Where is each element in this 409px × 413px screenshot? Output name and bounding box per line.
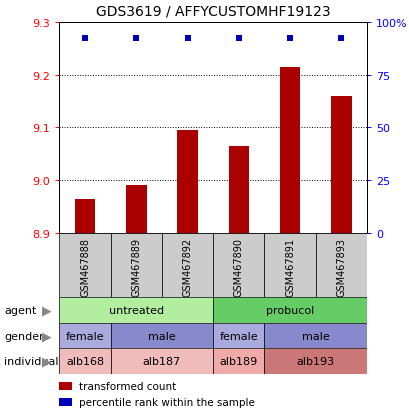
Text: GSM467892: GSM467892 [182,237,192,296]
Text: ▶: ▶ [42,355,52,368]
Bar [264,349,366,374]
Title: GDS3619 / AFFYCUSTOMHF19123: GDS3619 / AFFYCUSTOMHF19123 [96,5,330,19]
Text: alb193: alb193 [296,356,334,366]
Text: alb187: alb187 [142,356,181,366]
Text: GSM467889: GSM467889 [131,237,141,296]
Text: individual: individual [4,356,58,366]
Bar [213,349,264,374]
Bar [213,233,264,297]
Text: alb189: alb189 [219,356,257,366]
Bar [74,199,95,233]
Text: GSM467890: GSM467890 [233,237,243,296]
Bar [59,349,110,374]
Bar [126,186,146,233]
Text: gender: gender [4,331,44,341]
Bar [213,297,366,323]
Bar [330,97,351,233]
Bar [213,323,264,349]
Text: female: female [65,331,104,341]
Bar [162,233,213,297]
Text: agent: agent [4,305,36,315]
Bar [110,349,213,374]
Bar [264,233,315,297]
Bar [59,323,110,349]
Text: untreated: untreated [108,305,164,315]
Text: alb168: alb168 [66,356,104,366]
Text: GSM467891: GSM467891 [284,237,294,296]
Bar [264,323,366,349]
Text: female: female [219,331,258,341]
Text: probucol: probucol [265,305,313,315]
Bar [228,147,248,233]
Text: male: male [148,331,175,341]
Bar [59,297,213,323]
Bar [315,233,366,297]
Bar [59,233,110,297]
Bar [279,67,299,233]
Text: male: male [301,331,329,341]
Text: percentile rank within the sample: percentile rank within the sample [79,397,255,407]
Bar [59,398,72,406]
Bar [177,131,197,233]
Text: ▶: ▶ [42,304,52,317]
Bar [110,233,162,297]
Text: GSM467888: GSM467888 [80,237,90,296]
Text: GSM467893: GSM467893 [335,237,346,296]
Text: transformed count: transformed count [79,381,176,391]
Text: ▶: ▶ [42,329,52,342]
Bar [59,382,72,390]
Bar [110,323,213,349]
